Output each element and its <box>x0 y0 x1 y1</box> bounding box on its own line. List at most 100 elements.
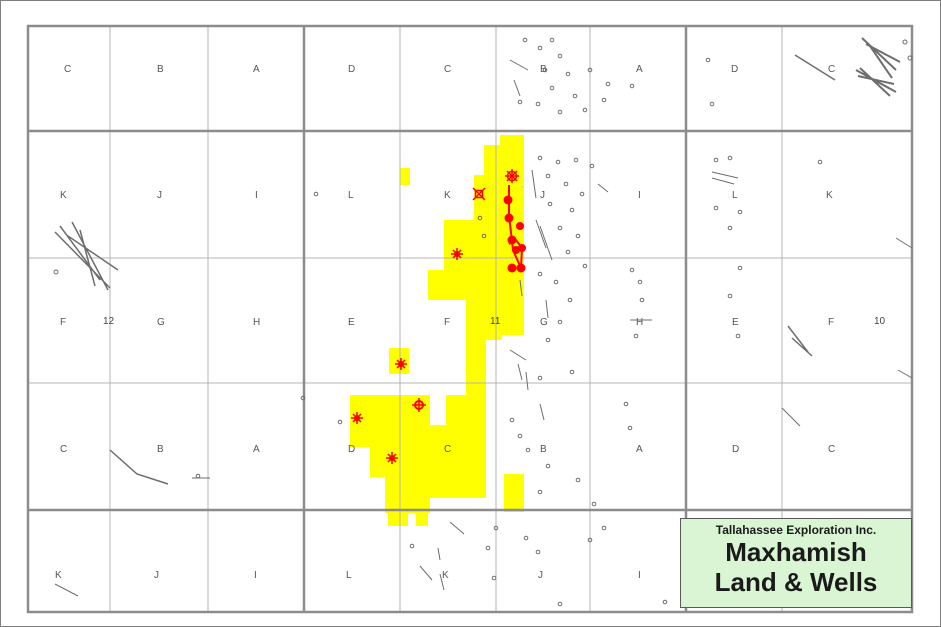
cell-label: H <box>636 317 643 328</box>
cell-label: L <box>348 190 354 201</box>
cell-label: F <box>60 317 66 328</box>
land-parcel <box>400 168 410 185</box>
land-parcel <box>428 270 502 300</box>
well-deviation <box>895 237 913 249</box>
cell-label: H <box>253 317 260 328</box>
company-well-icon <box>395 358 407 370</box>
cell-label: K <box>442 570 449 581</box>
well-deviation <box>509 59 529 97</box>
cell-label: J <box>154 570 159 581</box>
well-deviation <box>109 449 169 485</box>
cell-label: D <box>348 64 355 75</box>
cell-label: B <box>157 64 164 75</box>
cell-label: K <box>60 190 67 201</box>
land-parcel <box>416 512 428 526</box>
company-well-icon <box>507 263 517 273</box>
land-parcel <box>444 220 502 272</box>
minor-grid <box>28 26 912 612</box>
well-deviation <box>897 369 913 379</box>
land-parcels <box>350 135 524 526</box>
well-deviation <box>531 169 553 261</box>
map-title-line-1: Maxhamish <box>725 537 867 567</box>
well-symbol <box>907 55 913 61</box>
legend-box: Tallahassee Exploration Inc. Maxhamish L… <box>680 518 912 608</box>
offset-wells <box>53 37 913 607</box>
land-parcel <box>504 474 524 512</box>
well-deviation <box>509 349 545 421</box>
company-well-icon <box>518 244 526 252</box>
section-number: 11 <box>490 316 501 327</box>
cell-label: J <box>538 570 543 581</box>
company-well-icon <box>412 398 426 412</box>
well-deviation <box>787 325 813 357</box>
cell-label: C <box>60 444 67 455</box>
well-deviation <box>54 221 119 291</box>
company-name: Tallahassee Exploration Inc. <box>715 523 877 537</box>
well-deviation <box>855 37 901 97</box>
company-well-icon <box>516 222 524 230</box>
scattered-well-symbols <box>195 37 823 607</box>
company-well-icon <box>472 187 486 201</box>
cell-label: K <box>55 570 62 581</box>
cell-label: C <box>64 64 71 75</box>
section-number: 12 <box>103 316 115 327</box>
map-title-line-2: Land & Wells <box>714 567 878 597</box>
cell-label: I <box>638 570 641 581</box>
cell-label: C <box>444 64 451 75</box>
company-wells <box>351 169 526 464</box>
cell-label: A <box>636 64 643 75</box>
company-well-icon <box>451 248 463 260</box>
cell-label: B <box>157 444 164 455</box>
cell-label: A <box>253 444 260 455</box>
cell-label: D <box>348 444 355 455</box>
cell-label: G <box>540 317 548 328</box>
well-deviation <box>711 171 739 185</box>
well-deviation <box>781 407 801 427</box>
cell-label: K <box>826 190 833 201</box>
well-deviation <box>794 54 836 81</box>
cell-label: D <box>732 444 739 455</box>
company-well-icon <box>507 235 517 245</box>
cell-label: F <box>828 317 834 328</box>
cell-label: C <box>828 444 835 455</box>
major-grid <box>26 24 914 614</box>
company-well-icon <box>503 195 513 205</box>
well-deviation <box>519 279 549 319</box>
cell-label: L <box>346 570 352 581</box>
cell-label: G <box>157 317 165 328</box>
land-parcel <box>466 338 486 498</box>
land-parcel <box>385 477 430 513</box>
cell-label: D <box>731 64 738 75</box>
well-symbol <box>902 39 908 45</box>
company-well-icon <box>516 263 526 273</box>
well-deviation <box>419 521 465 591</box>
company-well-icon <box>505 169 519 183</box>
cell-label: A <box>636 444 643 455</box>
cell-label: F <box>444 317 450 328</box>
well-deviation <box>54 583 79 597</box>
cell-label: C <box>828 64 835 75</box>
cell-label: B <box>540 444 547 455</box>
land-parcel <box>388 512 408 526</box>
section-numbers: 12 11 10 <box>103 316 886 327</box>
cell-label: K <box>444 190 451 201</box>
section-number: 10 <box>874 316 886 327</box>
cell-label: I <box>255 190 258 201</box>
cell-label: E <box>732 317 739 328</box>
cell-label: E <box>348 317 355 328</box>
cell-label: I <box>254 570 257 581</box>
company-well-icon <box>504 213 514 223</box>
land-parcel <box>430 425 450 498</box>
cell-label: J <box>157 190 162 201</box>
cell-label: A <box>253 64 260 75</box>
cell-label: C <box>444 444 451 455</box>
well-symbol <box>53 269 59 275</box>
well-deviation <box>597 183 609 193</box>
cell-label: L <box>732 190 738 201</box>
cell-label: J <box>540 190 545 201</box>
company-well-icon <box>351 412 363 424</box>
company-well-icon <box>386 452 398 464</box>
cell-labels: C B A D C B A D C K J I L K J I L K F G … <box>55 64 835 581</box>
land-parcel <box>350 395 430 447</box>
